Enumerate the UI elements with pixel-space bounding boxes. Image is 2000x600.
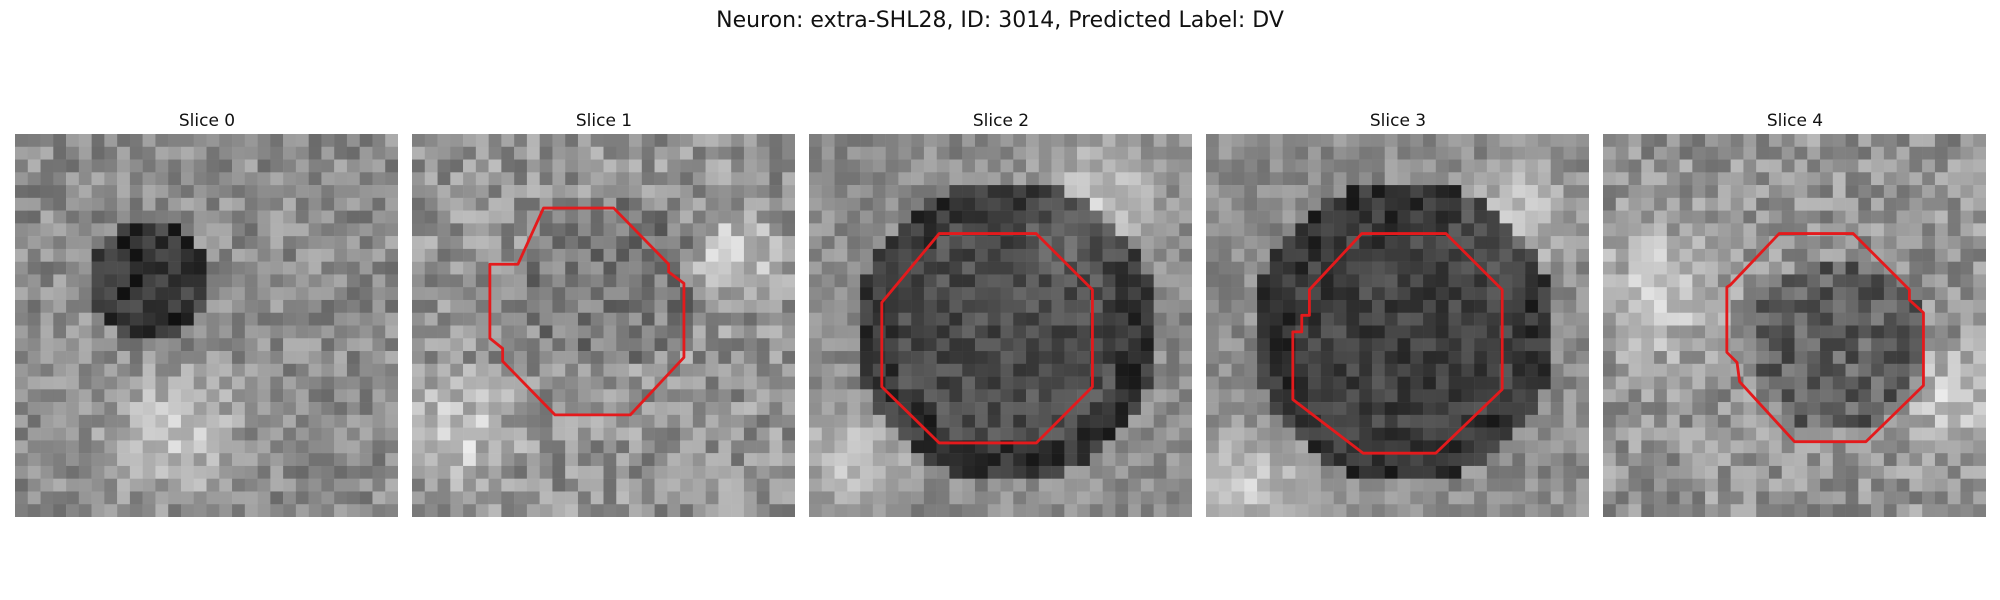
grayscale-texture xyxy=(1206,134,1589,517)
neuron-outline-2 xyxy=(880,232,1094,445)
slice-panel-4: Slice 4 xyxy=(1603,108,1987,517)
slice-title-0: Slice 0 xyxy=(178,111,236,131)
slice-panel-0: Slice 0 xyxy=(15,108,399,517)
slice-image-4 xyxy=(1603,134,1986,517)
slice-title-3: Slice 3 xyxy=(1369,111,1427,131)
figure-title: Neuron: extra-SHL28, ID: 3014, Predicted… xyxy=(716,8,1284,33)
slice-image-0 xyxy=(15,134,398,517)
neuron-outline-3 xyxy=(1291,232,1504,455)
slice-panel-2: Slice 2 xyxy=(809,108,1193,517)
slice-title-2: Slice 2 xyxy=(972,111,1030,131)
slice-panel-1: Slice 1 xyxy=(412,108,796,517)
slice-image-3 xyxy=(1206,134,1589,517)
slice-image-1 xyxy=(412,134,795,517)
slice-image-2 xyxy=(809,134,1192,517)
grayscale-texture xyxy=(15,134,398,517)
neuron-outline-4 xyxy=(1725,232,1925,444)
grayscale-texture xyxy=(1603,134,1986,517)
slice-panel-3: Slice 3 xyxy=(1206,108,1590,517)
slice-title-4: Slice 4 xyxy=(1766,111,1824,131)
slice-title-1: Slice 1 xyxy=(575,111,633,131)
neuron-outline-1 xyxy=(488,206,686,417)
grayscale-texture xyxy=(412,134,795,517)
grayscale-texture xyxy=(809,134,1192,517)
